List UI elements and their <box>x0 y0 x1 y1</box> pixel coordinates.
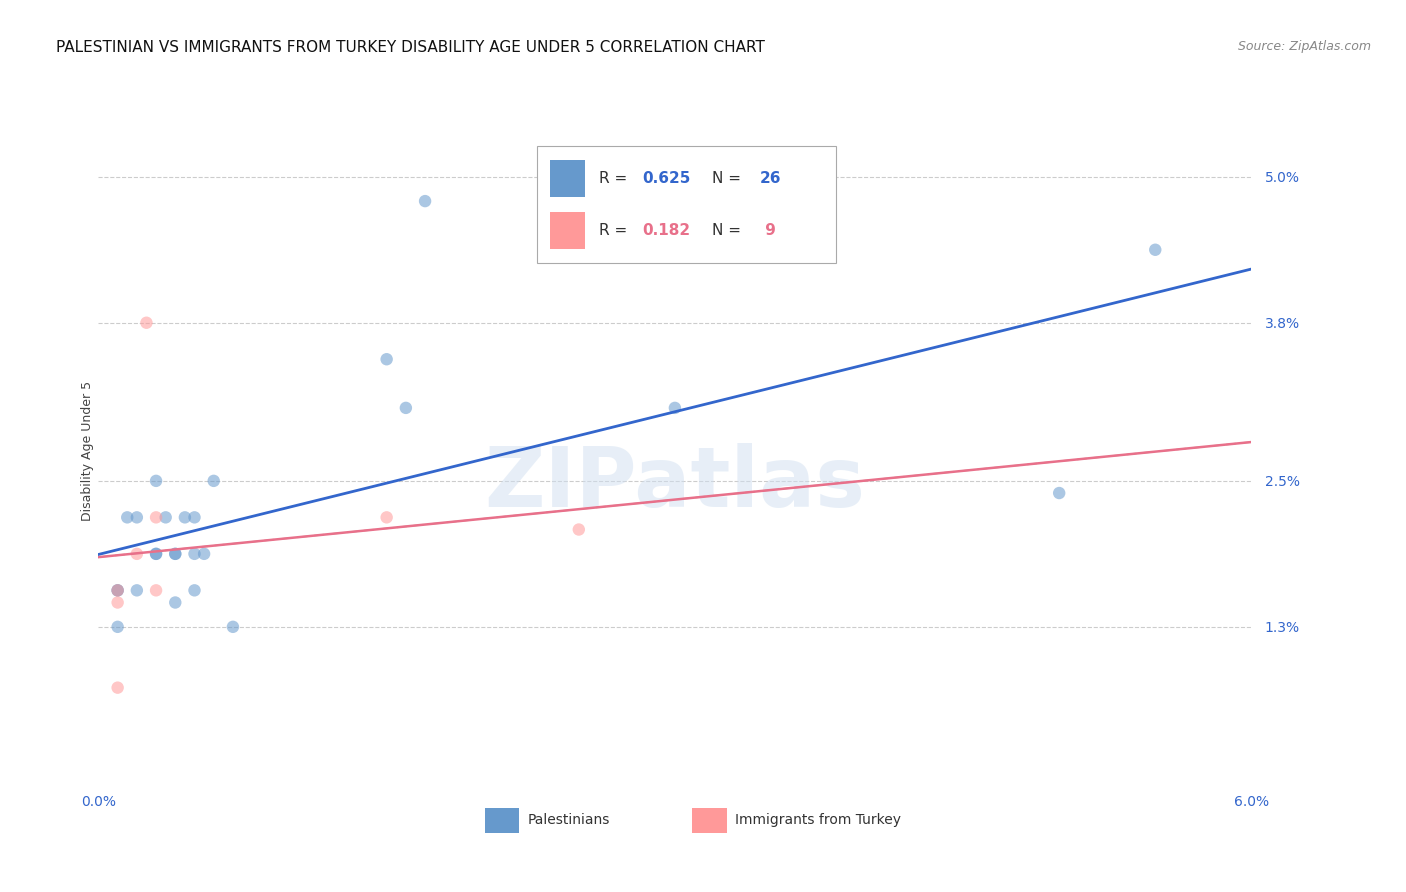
Point <box>375 510 398 524</box>
Text: Palestinians: Palestinians <box>527 814 610 828</box>
Point <box>125 510 148 524</box>
Point <box>183 547 205 561</box>
Point <box>107 595 129 609</box>
Text: Source: ZipAtlas.com: Source: ZipAtlas.com <box>1237 40 1371 54</box>
Point <box>183 510 205 524</box>
FancyBboxPatch shape <box>692 808 727 833</box>
Text: ZIPatlas: ZIPatlas <box>485 443 865 524</box>
FancyBboxPatch shape <box>485 808 519 833</box>
Y-axis label: Disability Age Under 5: Disability Age Under 5 <box>80 380 94 521</box>
Text: PALESTINIAN VS IMMIGRANTS FROM TURKEY DISABILITY AGE UNDER 5 CORRELATION CHART: PALESTINIAN VS IMMIGRANTS FROM TURKEY DI… <box>56 40 765 55</box>
Point <box>135 316 157 330</box>
Point <box>183 583 205 598</box>
Point <box>165 595 187 609</box>
Point <box>107 620 129 634</box>
Point <box>664 401 686 415</box>
Point <box>568 523 591 537</box>
Text: Immigrants from Turkey: Immigrants from Turkey <box>735 814 901 828</box>
Point <box>165 547 187 561</box>
Text: 26: 26 <box>761 171 782 186</box>
Text: 0.182: 0.182 <box>643 223 690 238</box>
Text: N =: N = <box>711 171 745 186</box>
Point <box>145 583 167 598</box>
Point <box>145 547 167 561</box>
FancyBboxPatch shape <box>550 212 585 249</box>
Point <box>174 510 197 524</box>
Point <box>107 583 129 598</box>
Point <box>107 681 129 695</box>
Point <box>1047 486 1070 500</box>
Point <box>413 194 436 208</box>
Point <box>107 583 129 598</box>
Point <box>107 583 129 598</box>
Text: 0.625: 0.625 <box>643 171 690 186</box>
Point <box>145 547 167 561</box>
Text: N =: N = <box>711 223 745 238</box>
Point <box>222 620 245 634</box>
Text: R =: R = <box>599 223 631 238</box>
Point <box>165 547 187 561</box>
Point <box>145 474 167 488</box>
Point <box>125 583 148 598</box>
FancyBboxPatch shape <box>537 146 837 263</box>
Point <box>145 510 167 524</box>
Point <box>1144 243 1167 257</box>
Point <box>202 474 225 488</box>
Point <box>155 510 177 524</box>
Text: R =: R = <box>599 171 631 186</box>
Text: 9: 9 <box>761 223 776 238</box>
Point <box>375 352 398 367</box>
Point <box>117 510 139 524</box>
Point <box>193 547 215 561</box>
Point <box>125 547 148 561</box>
Point <box>395 401 418 415</box>
FancyBboxPatch shape <box>550 161 585 197</box>
